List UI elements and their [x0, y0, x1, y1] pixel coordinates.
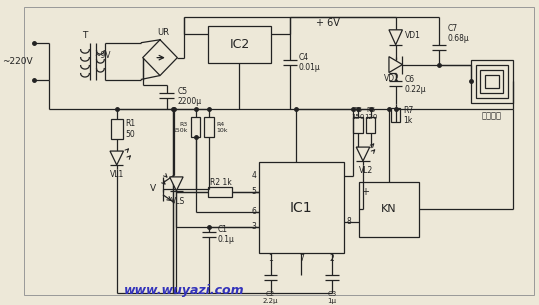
Text: VL1: VL1: [109, 170, 124, 179]
Text: www.wuyazi.com: www.wuyazi.com: [124, 284, 244, 297]
Bar: [471, 60, 513, 103]
Text: C1
0.1μ: C1 0.1μ: [218, 225, 234, 244]
Bar: [204, 117, 214, 137]
Text: R2 1k: R2 1k: [210, 178, 231, 187]
Bar: [191, 117, 201, 137]
Text: VD1: VD1: [405, 31, 421, 40]
Text: ~220V: ~220V: [3, 57, 33, 66]
Bar: [111, 119, 122, 139]
Text: C5
2200μ: C5 2200μ: [177, 87, 202, 106]
Bar: [359, 182, 419, 237]
Text: IC2: IC2: [229, 38, 250, 51]
Text: 1: 1: [268, 254, 273, 263]
Text: VLS: VLS: [171, 197, 185, 206]
Text: R6
120: R6 120: [364, 107, 377, 120]
Text: 4: 4: [251, 171, 256, 181]
Text: C6
0.22μ: C6 0.22μ: [404, 75, 426, 94]
Bar: [485, 74, 499, 88]
Text: 2: 2: [330, 254, 335, 263]
Text: 8: 8: [347, 217, 351, 226]
Text: UR: UR: [157, 28, 169, 37]
Bar: [391, 108, 400, 122]
Bar: [208, 187, 232, 197]
Polygon shape: [389, 30, 403, 45]
Text: ~9V: ~9V: [94, 51, 110, 60]
Text: IC1: IC1: [290, 201, 313, 215]
Text: +: +: [361, 187, 369, 197]
Text: R1
50: R1 50: [126, 120, 135, 139]
Bar: [208, 26, 271, 63]
Text: 高压电极: 高压电极: [482, 112, 502, 121]
Text: R4
10k: R4 10k: [217, 122, 229, 133]
Text: R5
150: R5 150: [351, 107, 365, 120]
Bar: [480, 70, 503, 93]
Text: C2
2.2μ: C2 2.2μ: [263, 291, 278, 304]
Bar: [259, 162, 344, 253]
Text: T: T: [82, 31, 88, 40]
Bar: [366, 117, 376, 133]
Text: R3
150k: R3 150k: [172, 122, 188, 133]
Text: C3
1μ: C3 1μ: [328, 291, 337, 304]
Polygon shape: [170, 177, 183, 191]
Text: KN: KN: [381, 204, 397, 214]
Bar: [354, 117, 363, 133]
Text: 7: 7: [299, 254, 304, 263]
Text: R7
1k: R7 1k: [403, 106, 413, 125]
Text: C7
0.68μ: C7 0.68μ: [447, 24, 469, 44]
Polygon shape: [356, 147, 370, 161]
Text: + 6V: + 6V: [316, 18, 340, 28]
Text: 5: 5: [251, 187, 256, 196]
Text: VL2: VL2: [359, 167, 373, 175]
Text: C4
0.01μ: C4 0.01μ: [299, 53, 320, 72]
Polygon shape: [389, 57, 403, 73]
Text: 6: 6: [251, 207, 256, 216]
Text: VD2: VD2: [384, 74, 400, 83]
Text: V: V: [150, 184, 156, 193]
Text: 3: 3: [251, 222, 256, 231]
Polygon shape: [110, 151, 123, 165]
Bar: [475, 65, 508, 99]
